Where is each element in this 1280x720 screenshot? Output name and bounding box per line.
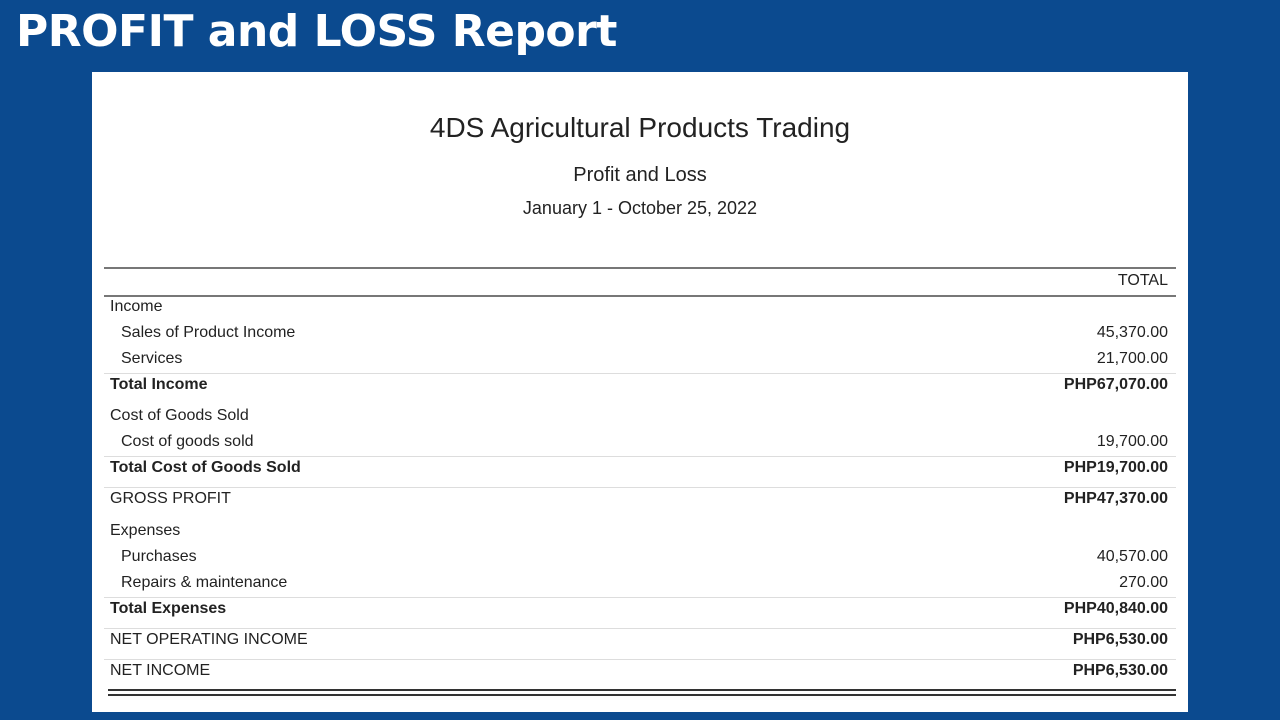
row-label: Sales of Product Income	[121, 324, 296, 341]
row-amount: PHP40,840.00	[1063, 600, 1168, 617]
row-label: Total Income	[110, 376, 208, 393]
company-name: 4DS Agricultural Products Trading	[429, 112, 851, 143]
table-row: NET OPERATING INCOME PHP6,530.00	[104, 628, 1168, 652]
table-row: Total Cost of Goods Sold PHP19,700.00	[104, 456, 1168, 480]
row-label: NET OPERATING INCOME	[110, 631, 308, 648]
row-label: Cost of goods sold	[121, 433, 254, 450]
table-row: NET INCOME PHP6,530.00	[104, 659, 1168, 683]
report-period: January 1 - October 25, 2022	[522, 198, 758, 218]
row-divider	[104, 456, 1176, 457]
row-amount: 45,370.00	[1096, 324, 1168, 341]
header-top-rule	[104, 267, 1176, 269]
report-name: Profit and Loss	[573, 164, 707, 186]
row-amount: 40,570.00	[1096, 548, 1168, 565]
row-amount: 21,700.00	[1096, 350, 1168, 367]
table-row: Total Income PHP67,070.00	[104, 373, 1168, 397]
row-label: Repairs & maintenance	[121, 574, 288, 591]
row-divider	[104, 659, 1176, 660]
table-row: Repairs & maintenance 270.00	[104, 571, 1168, 595]
row-label: GROSS PROFIT	[110, 490, 231, 507]
column-header-total: TOTAL	[1117, 272, 1168, 289]
header-bottom-rule	[104, 295, 1176, 297]
row-label: Total Cost of Goods Sold	[110, 459, 301, 476]
row-amount: PHP47,370.00	[1063, 490, 1168, 507]
table-row: Purchases 40,570.00	[104, 545, 1168, 569]
row-label: Cost of Goods Sold	[110, 407, 249, 424]
row-amount: PHP19,700.00	[1063, 459, 1168, 476]
row-label: NET INCOME	[110, 662, 211, 679]
row-label: Total Expenses	[110, 600, 227, 617]
table-row: Sales of Product Income 45,370.00	[104, 321, 1168, 345]
table-row: Total Expenses PHP40,840.00	[104, 597, 1168, 621]
row-divider	[104, 373, 1176, 374]
table-row: Expenses	[104, 519, 1168, 543]
table-row: Income	[104, 295, 1168, 319]
row-divider	[104, 597, 1176, 598]
table-row: Cost of Goods Sold	[104, 404, 1168, 428]
row-amount: PHP6,530.00	[1072, 662, 1168, 679]
table-row: Services 21,700.00	[104, 347, 1168, 371]
row-amount: 270.00	[1119, 574, 1168, 591]
row-label: Expenses	[110, 522, 181, 539]
row-amount: PHP6,530.00	[1072, 631, 1168, 648]
row-divider	[104, 487, 1176, 488]
table-row: GROSS PROFIT PHP47,370.00	[104, 487, 1168, 511]
table-row: Cost of goods sold 19,700.00	[104, 430, 1168, 454]
row-label: Services	[121, 350, 183, 367]
row-label: Purchases	[121, 548, 197, 565]
row-divider	[104, 628, 1176, 629]
row-amount: PHP67,070.00	[1063, 376, 1168, 393]
row-amount: 19,700.00	[1096, 433, 1168, 450]
double-underline	[108, 689, 1176, 696]
slide-title: PROFIT and LOSS Report	[16, 6, 617, 57]
row-label: Income	[110, 298, 163, 315]
report-page: 4DS Agricultural Products Trading Profit…	[92, 72, 1188, 712]
